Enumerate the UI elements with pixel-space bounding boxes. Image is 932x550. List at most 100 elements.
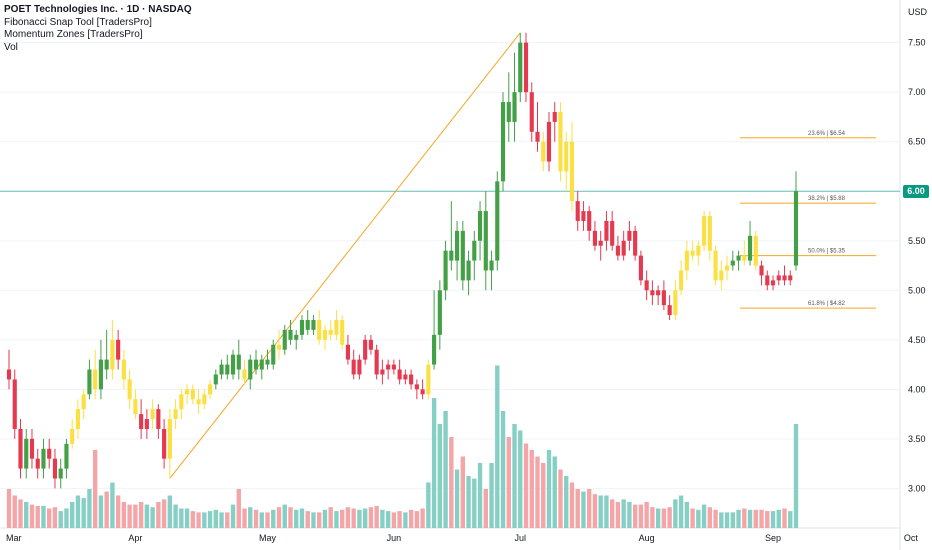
candle-body xyxy=(587,211,592,231)
volume-bar xyxy=(564,476,569,528)
candle-body xyxy=(426,364,431,395)
candle-body xyxy=(575,201,580,221)
volume-bar xyxy=(569,482,575,528)
candle-body xyxy=(374,349,379,375)
volume-bar xyxy=(466,476,471,528)
indicator-volume[interactable]: Vol xyxy=(4,41,18,53)
volume-bar xyxy=(265,512,270,528)
candle-body xyxy=(793,191,799,266)
x-tick-label: Jun xyxy=(387,533,402,543)
candle-body xyxy=(81,394,86,410)
volume-bar xyxy=(12,495,17,528)
volume-bar xyxy=(655,508,661,528)
fib-level-label: 50.0% | $5.35 xyxy=(808,249,846,255)
volume-bar xyxy=(788,511,793,528)
indicator-fibonacci[interactable]: Fibonacci Snap Tool [TradersPro] xyxy=(4,16,152,28)
volume-bar xyxy=(202,512,207,528)
candle-body xyxy=(483,211,488,271)
candle-body xyxy=(638,255,643,281)
candle-body xyxy=(139,414,144,429)
currency-label[interactable]: USD xyxy=(908,7,928,17)
candle-body xyxy=(788,275,793,281)
volume-bar xyxy=(770,511,776,528)
volume-bar xyxy=(322,509,328,528)
x-tick-label: Apr xyxy=(128,533,142,543)
volume-bar xyxy=(87,489,92,528)
fib-level-label: 23.6% | $6.54 xyxy=(808,131,846,137)
candle-body xyxy=(667,305,672,316)
candle-body xyxy=(719,270,724,281)
fib-level-label: 61.8% | $4.82 xyxy=(808,301,846,307)
volume-bar xyxy=(518,430,523,528)
chart-legend: POET Technologies Inc. · 1D · NASDAQ Fib… xyxy=(4,4,192,54)
volume-bar xyxy=(742,508,747,528)
candle-body xyxy=(219,364,224,375)
symbol-title[interactable]: POET Technologies Inc. · 1D · NASDAQ xyxy=(4,4,192,15)
volume-bar xyxy=(294,509,299,528)
volume-bar xyxy=(535,456,540,528)
volume-bar xyxy=(719,512,724,528)
candle-body xyxy=(162,428,167,459)
candle-body xyxy=(311,320,316,330)
volume-bar xyxy=(24,502,29,528)
volume-bar xyxy=(403,512,408,528)
candle-body xyxy=(673,290,678,316)
volume-bar xyxy=(41,505,46,528)
volume-bar xyxy=(523,443,529,528)
candle-body xyxy=(317,320,322,340)
volume-bar xyxy=(58,511,63,528)
candle-body xyxy=(276,344,282,350)
candle-body xyxy=(299,320,305,335)
volume-bar xyxy=(230,504,236,528)
volume-bar xyxy=(184,508,190,528)
candle-body xyxy=(357,359,362,375)
volume-bar xyxy=(615,502,621,528)
volume-bar xyxy=(179,508,184,528)
candle-body xyxy=(449,250,454,261)
candle-body xyxy=(684,250,689,271)
candle-body xyxy=(47,448,52,459)
volume-bar xyxy=(604,495,609,528)
volume-bar xyxy=(678,495,684,528)
volume-bar xyxy=(18,499,23,528)
indicator-momentum[interactable]: Momentum Zones [TradersPro] xyxy=(4,29,143,40)
volume-bar xyxy=(483,489,488,528)
volume-bar xyxy=(29,504,35,528)
volume-bar xyxy=(587,489,592,528)
volume-bar xyxy=(98,495,104,528)
swing-trend-line xyxy=(169,32,521,479)
candle-body xyxy=(104,359,109,370)
candle-body xyxy=(581,211,586,221)
candle-body xyxy=(690,250,695,256)
volume-bar xyxy=(713,509,718,528)
candle-body xyxy=(569,141,575,202)
candle-body xyxy=(765,275,770,286)
candle-body xyxy=(133,399,138,415)
volume-bar xyxy=(552,456,557,528)
candle-body xyxy=(736,255,741,261)
volume-bar xyxy=(690,508,695,528)
volume-bar xyxy=(70,502,75,528)
candle-body xyxy=(294,334,299,340)
fib-level-label: 38.2% | $5.88 xyxy=(808,196,846,202)
candle-body xyxy=(282,329,287,350)
volume-bar xyxy=(156,502,161,528)
volume-bar xyxy=(81,498,86,528)
volume-bar xyxy=(167,495,173,528)
volume-bar xyxy=(437,424,443,528)
candle-body xyxy=(340,320,345,345)
volume-bar xyxy=(271,509,276,528)
volume-bar xyxy=(500,411,506,528)
volume-bar xyxy=(472,478,477,528)
candle-body xyxy=(535,131,540,142)
candle-body xyxy=(477,211,483,241)
candle-body xyxy=(322,329,328,340)
volume-bar xyxy=(225,512,230,528)
candle-body xyxy=(753,235,758,266)
volume-bar xyxy=(489,463,494,528)
volume-bar xyxy=(759,509,764,528)
candle-body xyxy=(707,216,712,251)
volume-bar xyxy=(317,512,322,528)
y-tick-label: 7.50 xyxy=(908,38,926,48)
